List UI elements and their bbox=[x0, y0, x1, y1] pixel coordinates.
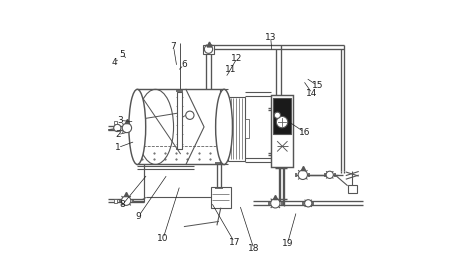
Bar bbox=[137, 89, 224, 164]
Text: 12: 12 bbox=[231, 54, 243, 63]
Circle shape bbox=[271, 199, 280, 208]
Text: 5: 5 bbox=[119, 50, 125, 59]
Circle shape bbox=[186, 111, 194, 119]
Bar bbox=[347, 185, 357, 193]
Bar bbox=[228, 97, 245, 161]
Circle shape bbox=[276, 116, 288, 128]
Text: 9: 9 bbox=[136, 212, 141, 221]
Text: 4: 4 bbox=[111, 58, 117, 67]
Text: 1: 1 bbox=[115, 143, 121, 152]
Text: 16: 16 bbox=[299, 128, 310, 136]
Circle shape bbox=[121, 196, 131, 205]
Text: 2: 2 bbox=[115, 130, 121, 139]
Ellipse shape bbox=[216, 89, 232, 164]
Bar bbox=[203, 45, 214, 54]
Text: 13: 13 bbox=[265, 33, 276, 42]
Text: 3: 3 bbox=[117, 116, 123, 125]
Bar bbox=[177, 92, 182, 149]
Circle shape bbox=[114, 124, 121, 132]
Text: 10: 10 bbox=[157, 234, 169, 243]
Text: 14: 14 bbox=[306, 89, 318, 98]
Text: 7: 7 bbox=[171, 42, 176, 51]
Text: 8: 8 bbox=[119, 200, 126, 209]
Ellipse shape bbox=[129, 89, 146, 164]
Bar bbox=[114, 121, 117, 124]
Text: 17: 17 bbox=[228, 238, 240, 247]
Bar bbox=[211, 187, 230, 208]
Bar bbox=[271, 95, 293, 167]
Text: 6: 6 bbox=[181, 60, 187, 69]
Circle shape bbox=[305, 200, 312, 207]
Circle shape bbox=[204, 45, 213, 53]
Circle shape bbox=[122, 123, 132, 133]
Bar bbox=[273, 98, 292, 134]
Bar bbox=[245, 119, 249, 138]
Circle shape bbox=[326, 171, 333, 178]
Text: 11: 11 bbox=[225, 66, 236, 74]
Bar bbox=[114, 199, 118, 203]
Text: 15: 15 bbox=[311, 81, 323, 90]
Circle shape bbox=[298, 170, 308, 179]
Text: 18: 18 bbox=[248, 244, 260, 253]
Text: 19: 19 bbox=[282, 239, 293, 248]
Circle shape bbox=[274, 112, 281, 118]
